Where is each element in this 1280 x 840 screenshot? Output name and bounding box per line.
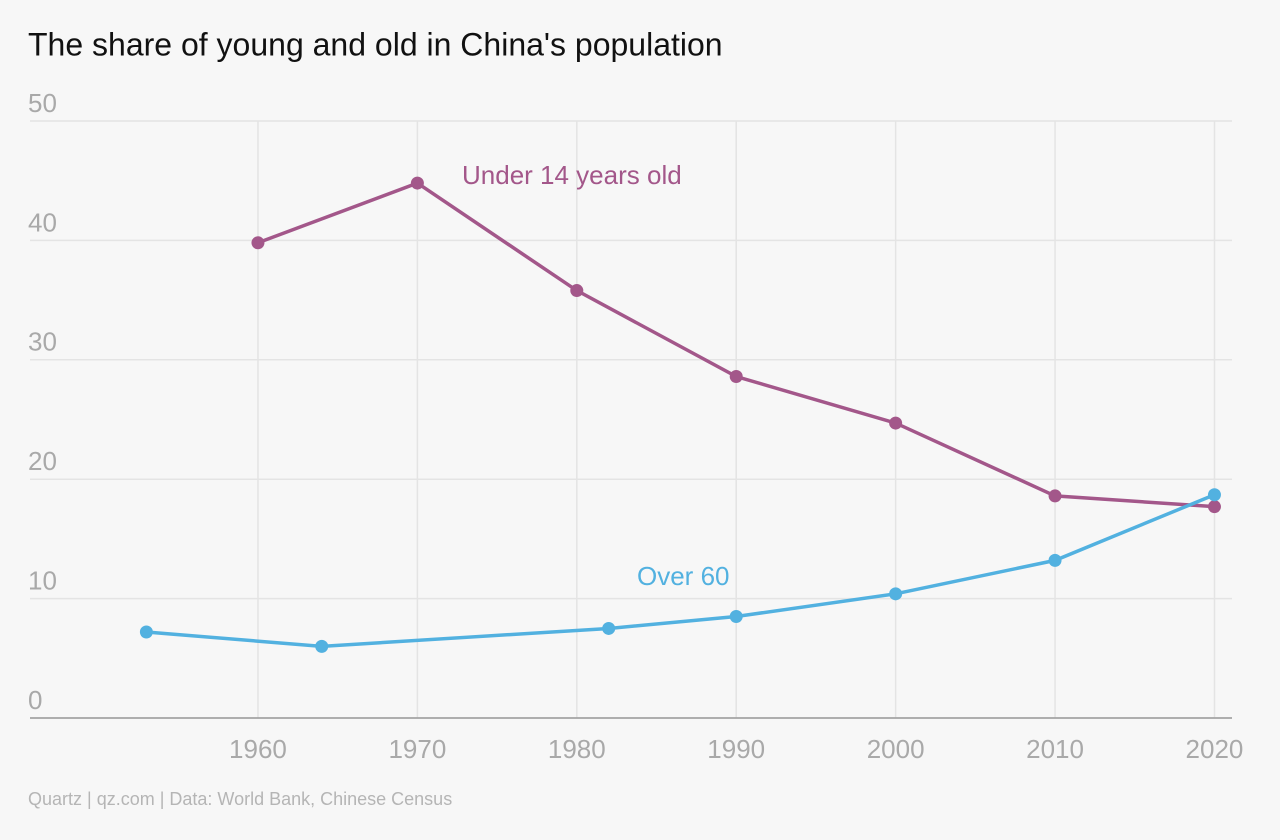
- x-tick-label: 1990: [707, 734, 765, 764]
- point: [570, 284, 584, 298]
- x-tick-label: 2000: [867, 734, 925, 764]
- point: [729, 370, 743, 384]
- x-tick-label: 1980: [548, 734, 606, 764]
- source: Quartz | qz.com | Data: World Bank, Chin…: [28, 789, 452, 809]
- x-tick-label: 2020: [1186, 734, 1244, 764]
- y-tick-label: 20: [28, 446, 57, 476]
- point: [251, 236, 265, 250]
- x-tick-label: 2010: [1026, 734, 1084, 764]
- point: [139, 625, 153, 639]
- y-tick-label: 50: [28, 88, 57, 118]
- point: [602, 621, 616, 635]
- y-tick-label: 30: [28, 327, 57, 357]
- point: [1207, 488, 1221, 502]
- chart-title: The share of young and old in China's po…: [28, 26, 723, 62]
- point: [889, 416, 903, 430]
- x-tick-label: 1960: [229, 734, 287, 764]
- y-tick-label: 40: [28, 207, 57, 237]
- y-tick-label: 0: [28, 685, 42, 715]
- point: [729, 610, 743, 624]
- point: [315, 639, 329, 653]
- y-tick-label: 10: [28, 565, 57, 595]
- point: [889, 587, 903, 601]
- point: [1048, 553, 1062, 567]
- point: [410, 176, 424, 190]
- x-tick-label: 1970: [388, 734, 446, 764]
- series-label: Under 14 years old: [462, 160, 682, 190]
- point: [1048, 489, 1062, 503]
- point: [1207, 500, 1221, 514]
- series-label: Over 60: [637, 561, 730, 591]
